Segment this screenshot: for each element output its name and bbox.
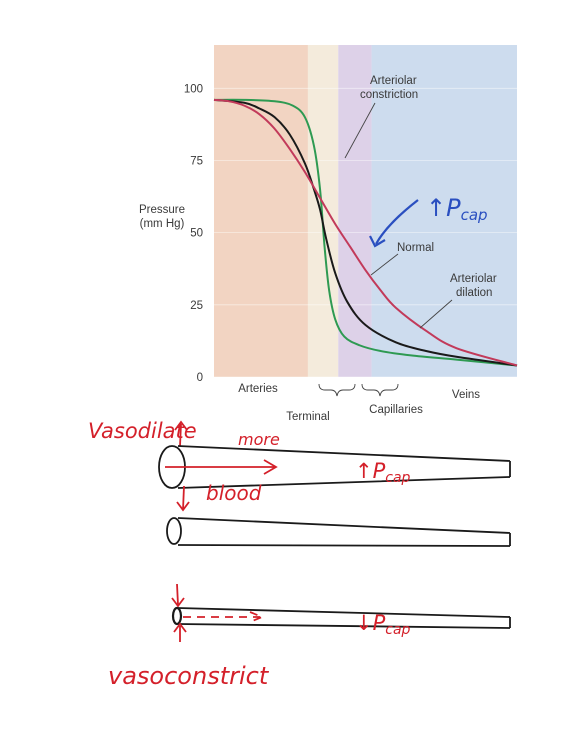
y-tick-50: 50 <box>190 228 203 240</box>
normal-vessel-sketch <box>166 517 511 547</box>
pcap-up-annotation: ↑Pcap <box>369 194 488 248</box>
pcap-arrow-head <box>369 235 386 248</box>
dilation-leader-line <box>419 299 453 329</box>
y-tick-25: 25 <box>190 300 203 312</box>
more-label: more <box>238 430 280 449</box>
normal-label: Normal <box>397 242 434 254</box>
series-line-normal <box>213 98 518 367</box>
region-band-veins <box>371 45 517 377</box>
constriction-leader-line <box>344 102 376 159</box>
vasoconstrict-sketch: ↓Pcap vasoconstrict <box>108 583 511 690</box>
region-label-capillaries: Capillaries <box>369 404 423 416</box>
region-label-arteries: Arteries <box>238 383 278 395</box>
y-tick-labels: 0 25 50 75 100 <box>184 83 203 384</box>
y-tick-100: 100 <box>184 83 203 95</box>
blood-label: blood <box>206 481 262 505</box>
constrict-down-arrow <box>171 583 185 608</box>
dilate-up-arrow <box>174 420 188 447</box>
vasodilate-sketch: Vasodilate more blood ↑Pcap <box>88 419 511 512</box>
y-axis-label-line2: (mm Hg) <box>140 218 185 230</box>
vasoconstrict-label: vasoconstrict <box>108 662 270 690</box>
pcap-down-tube-text: ↓Pcap <box>355 611 411 638</box>
y-tick-0: 0 <box>197 372 203 384</box>
normal-leader-line <box>370 253 399 276</box>
dilation-label-line2: dilation <box>456 287 492 299</box>
terminal-brace <box>318 383 356 397</box>
constriction-label-line2: constriction <box>360 89 418 101</box>
pressure-curves <box>213 98 518 367</box>
normal-vessel-opening <box>166 517 182 545</box>
constricted-vessel-opening <box>171 606 183 626</box>
y-tick-75: 75 <box>190 155 203 167</box>
region-label-veins: Veins <box>452 389 480 401</box>
capillaries-brace <box>361 383 399 397</box>
region-band-capillaries <box>338 45 372 377</box>
dilate-down-arrow <box>176 485 190 512</box>
series-line-arteriolar-dilation <box>213 98 518 367</box>
blood-flow-arrow <box>165 459 278 475</box>
vasodilate-label: Vasodilate <box>88 419 197 443</box>
normal-vessel-tube <box>177 517 511 547</box>
region-label-terminal: Terminal <box>286 411 329 423</box>
region-band-arteries <box>214 45 308 377</box>
pcap-up-tube-text: ↑Pcap <box>355 459 411 486</box>
region-band-terminal <box>307 45 339 377</box>
constricted-vessel-tube <box>177 607 511 629</box>
series-line-arteriolar-constriction <box>213 98 518 367</box>
pressure-chart: 0 25 50 75 100 Pressure (mm Hg) Arteriolar c… <box>139 45 518 423</box>
dilation-label-line1: Arteriolar <box>450 273 497 285</box>
y-axis-label-line1: Pressure <box>139 204 185 216</box>
pcap-arrow-curve <box>375 199 419 245</box>
pcap-up-text: ↑Pcap <box>426 194 488 224</box>
reduced-flow-arrow <box>183 611 265 623</box>
dilated-vessel-tube <box>177 445 511 489</box>
constriction-label-line1: Arteriolar <box>370 75 417 87</box>
constrict-up-arrow <box>173 622 187 642</box>
gridlines <box>214 87 517 378</box>
